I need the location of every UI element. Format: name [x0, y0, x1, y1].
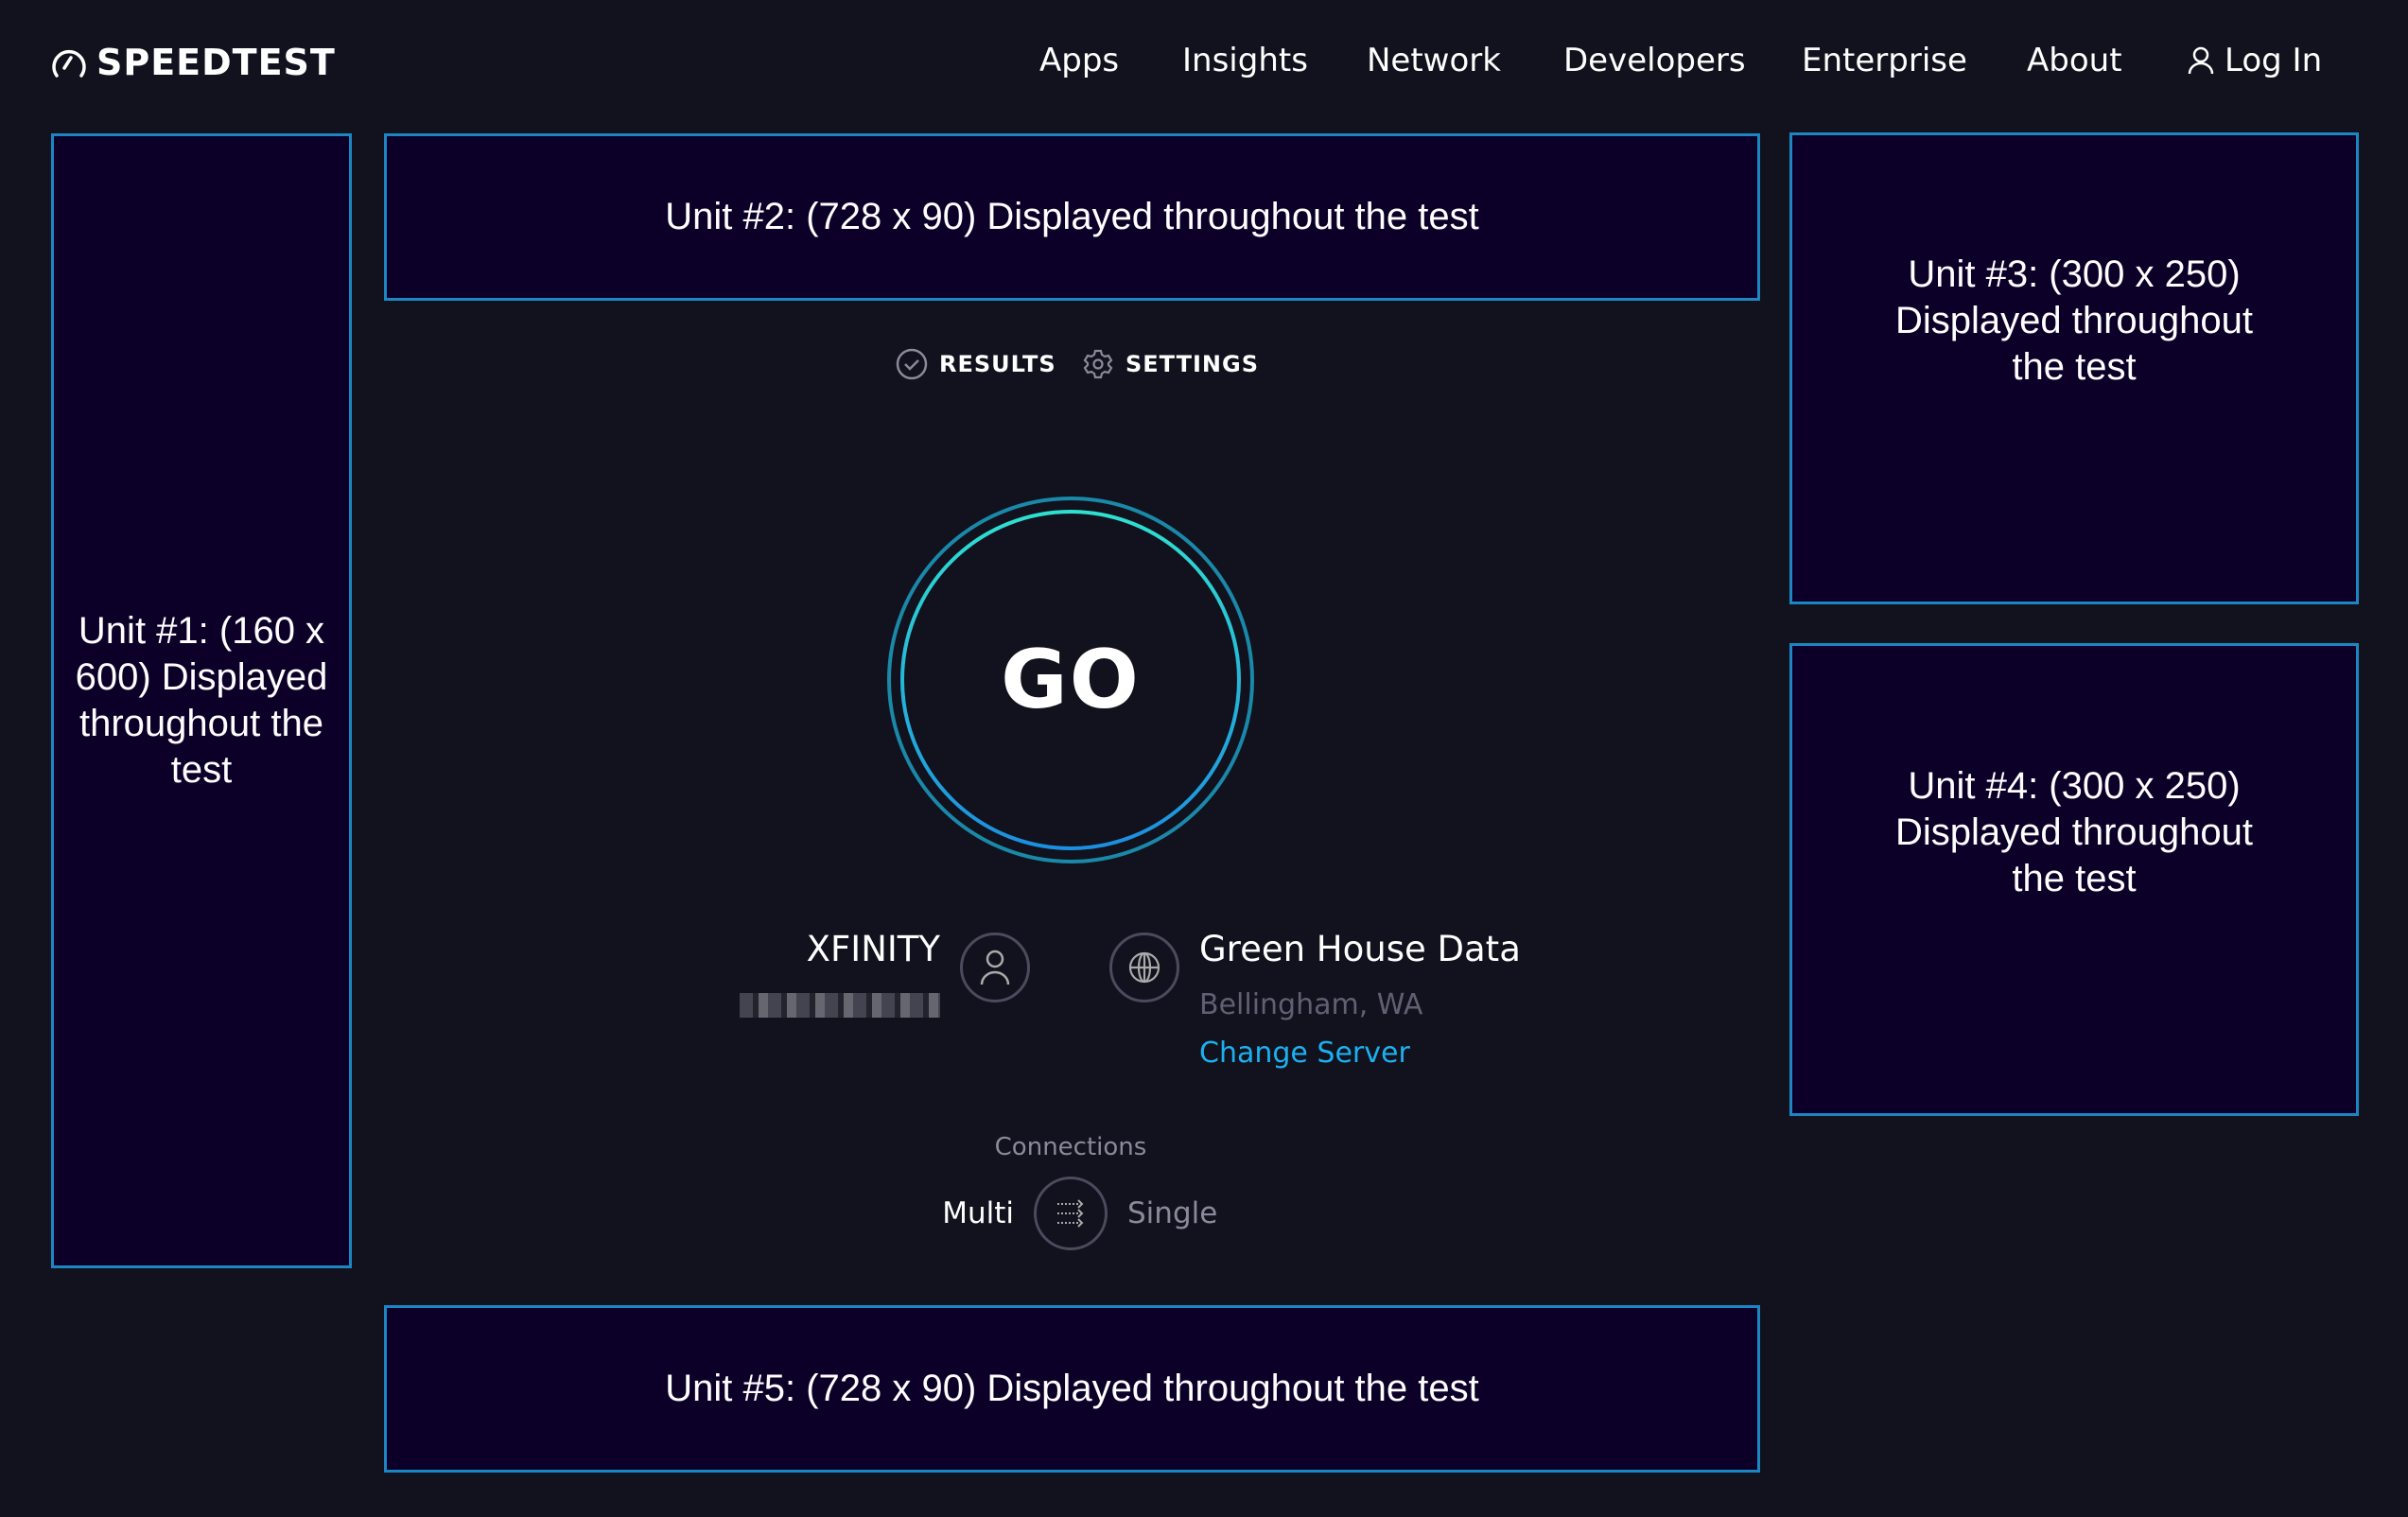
tab-settings[interactable]: SETTINGS	[1082, 348, 1259, 380]
tab-results[interactable]: RESULTS	[896, 348, 1056, 380]
ad-unit-3[interactable]: Unit #3: (300 x 250) Displayed throughou…	[1789, 132, 2359, 604]
ad-unit-5[interactable]: Unit #5: (728 x 90) Displayed throughout…	[384, 1305, 1760, 1473]
logo-text: SPEEDTEST	[96, 42, 336, 83]
connections-multi[interactable]: Multi	[942, 1196, 1014, 1230]
nav-network[interactable]: Network	[1367, 42, 1501, 79]
ad-unit-4-label: Unit #4: (300 x 250) Displayed throughou…	[1894, 764, 2254, 899]
speedtest-logo[interactable]: SPEEDTEST	[51, 42, 336, 83]
person-icon	[980, 950, 1010, 985]
ad-unit-1-label: Unit #1: (160 x 600) Displayed throughou…	[75, 610, 328, 791]
globe-icon	[1128, 951, 1160, 984]
go-button-ring	[887, 497, 1254, 863]
ad-unit-3-label: Unit #3: (300 x 250) Displayed throughou…	[1894, 253, 2254, 388]
change-server-link[interactable]: Change Server	[1199, 1037, 1410, 1070]
redacted-ip	[740, 993, 940, 1018]
tab-settings-label: SETTINGS	[1125, 351, 1259, 377]
multi-connection-arrows-icon	[1057, 1199, 1084, 1228]
nav-about[interactable]: About	[2027, 42, 2122, 79]
check-circle-icon	[896, 348, 928, 380]
ad-unit-4[interactable]: Unit #4: (300 x 250) Displayed throughou…	[1789, 643, 2359, 1116]
go-button[interactable]: GO	[1001, 633, 1141, 727]
login-label: Log In	[2225, 42, 2323, 79]
server-icon-button	[1109, 933, 1179, 1003]
connections-single[interactable]: Single	[1127, 1196, 1218, 1230]
nav-developers[interactable]: Developers	[1563, 42, 1746, 79]
nav-insights[interactable]: Insights	[1182, 42, 1308, 79]
ad-unit-2[interactable]: Unit #2: (728 x 90) Displayed throughout…	[384, 133, 1760, 301]
ad-unit-2-label: Unit #2: (728 x 90) Displayed throughout…	[665, 196, 1479, 237]
server-name: Green House Data	[1199, 929, 1521, 969]
user-icon	[2188, 46, 2214, 75]
connections-label: Connections	[994, 1133, 1147, 1161]
speedometer-icon	[52, 49, 86, 78]
gear-icon	[1083, 349, 1113, 379]
isp-icon-button	[960, 933, 1030, 1003]
tab-results-label: RESULTS	[939, 351, 1056, 377]
login-link[interactable]: Log In	[2187, 42, 2322, 79]
server-location: Bellingham, WA	[1199, 988, 1423, 1021]
nav-enterprise[interactable]: Enterprise	[1802, 42, 1967, 79]
ad-unit-1[interactable]: Unit #1: (160 x 600) Displayed throughou…	[51, 133, 352, 1268]
connections-toggle[interactable]	[1034, 1177, 1108, 1250]
ad-unit-5-label: Unit #5: (728 x 90) Displayed throughout…	[665, 1368, 1479, 1409]
nav-apps[interactable]: Apps	[1039, 42, 1120, 79]
isp-name: XFINITY	[806, 929, 940, 969]
